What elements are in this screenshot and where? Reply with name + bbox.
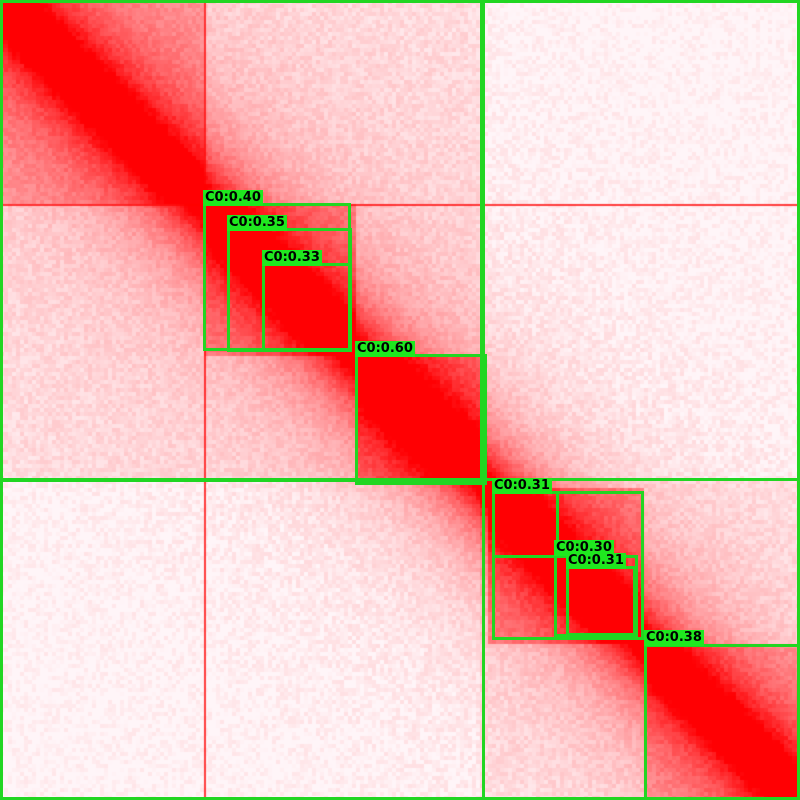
detection-box (355, 354, 487, 485)
detection-label: C0:0.30 (554, 540, 614, 556)
detection-label: C0:0.31 (492, 478, 552, 494)
detection-box (566, 566, 636, 636)
detection-label: C0:0.60 (355, 341, 415, 357)
detection-label: C0:0.35 (227, 215, 287, 231)
detection-box (262, 263, 351, 352)
region-box (482, 0, 800, 800)
detection-box (492, 491, 644, 640)
detection-box (644, 644, 800, 800)
detection-box (492, 491, 559, 558)
detection-label: C0:0.38 (644, 630, 704, 646)
detection-label: C0:0.40 (203, 190, 263, 206)
detection-label: C0:0.31 (566, 553, 626, 569)
detection-label: C0:0.33 (262, 250, 322, 266)
